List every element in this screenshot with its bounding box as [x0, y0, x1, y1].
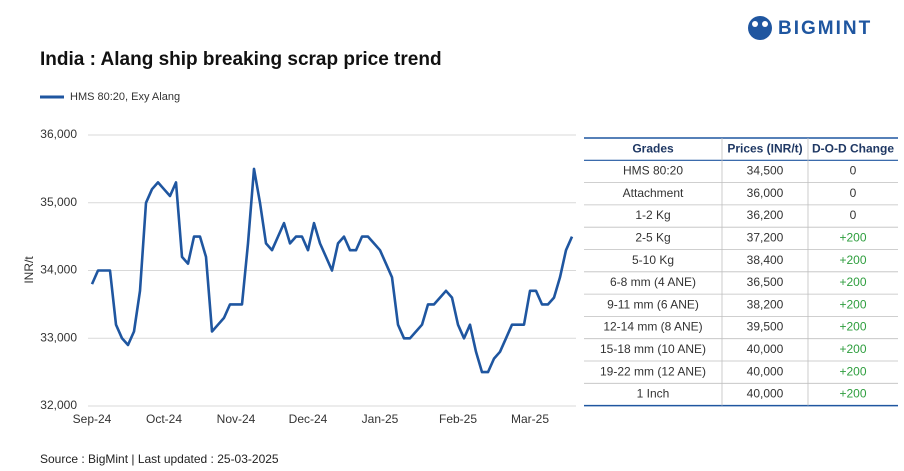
table-cell: 2-5 Kg [635, 231, 670, 245]
x-tick-label: Oct-24 [146, 412, 182, 426]
table-cell: 15-18 mm (10 ANE) [600, 342, 706, 356]
table-cell: 1-2 Kg [635, 208, 670, 222]
table-cell: Attachment [623, 186, 684, 200]
table-cell: +200 [839, 387, 866, 401]
table-cell: +200 [839, 320, 866, 334]
y-tick-label: 32,000 [40, 398, 77, 412]
table-cell: +200 [839, 275, 866, 289]
table-cell: HMS 80:20 [623, 164, 683, 178]
table-cell: 12-14 mm (8 ANE) [603, 320, 702, 334]
table-cell: 6-8 mm (4 ANE) [610, 275, 696, 289]
legend-label: HMS 80:20, Exy Alang [70, 91, 180, 103]
table-cell: 40,000 [747, 387, 784, 401]
table-cell: +200 [839, 253, 866, 267]
line-series [90, 167, 574, 374]
table-cell: +200 [839, 297, 866, 311]
table-header: Prices (INR/t) [727, 141, 802, 155]
table-cell: 38,200 [747, 297, 784, 311]
table-cell: 9-11 mm (6 ANE) [607, 297, 699, 311]
table-cell: 0 [850, 186, 857, 200]
y-tick-label: 34,000 [40, 263, 77, 277]
table-header: Grades [632, 141, 674, 155]
table-cell: +200 [839, 364, 866, 378]
table-cell: 34,500 [747, 164, 784, 178]
x-tick-label: Feb-25 [439, 412, 477, 426]
table-cell: 1 Inch [637, 387, 670, 401]
x-tick-label: Dec-24 [289, 412, 328, 426]
table-cell: 36,200 [747, 208, 784, 222]
logo-icon [748, 16, 772, 40]
y-tick-label: 33,000 [40, 330, 77, 344]
x-tick-label: Jan-25 [362, 412, 399, 426]
table-cell: 5-10 Kg [632, 253, 674, 267]
table-cell: 40,000 [747, 364, 784, 378]
logo-text: BIGMINT [778, 18, 872, 39]
table-cell: 0 [850, 164, 857, 178]
chart-title: India : Alang ship breaking scrap price … [40, 49, 442, 70]
table-cell: 0 [850, 208, 857, 222]
y-tick-label: 36,000 [40, 127, 77, 141]
logo: BIGMINT [748, 16, 872, 40]
table-cell: 37,200 [747, 231, 784, 245]
table-header: D-O-D Change [812, 141, 894, 155]
table-cell: 39,500 [747, 320, 784, 334]
table-header-bg [584, 138, 898, 161]
table-cell: 19-22 mm (12 ANE) [600, 364, 706, 378]
y-axis-label: INR/t [22, 256, 36, 284]
table-cell: +200 [839, 342, 866, 356]
table-cell: 36,500 [747, 275, 784, 289]
table-cell: 36,000 [747, 186, 784, 200]
x-tick-label: Mar-25 [511, 412, 549, 426]
table-cell: 40,000 [747, 342, 784, 356]
logo-icon-dot [752, 21, 758, 27]
logo-icon-dot [762, 21, 768, 27]
table-cell: +200 [839, 231, 866, 245]
y-tick-label: 35,000 [40, 195, 77, 209]
table-cell: 38,400 [747, 253, 784, 267]
x-tick-label: Sep-24 [73, 412, 112, 426]
x-tick-label: Nov-24 [217, 412, 256, 426]
source-note: Source : BigMint | Last updated : 25-03-… [40, 452, 279, 466]
